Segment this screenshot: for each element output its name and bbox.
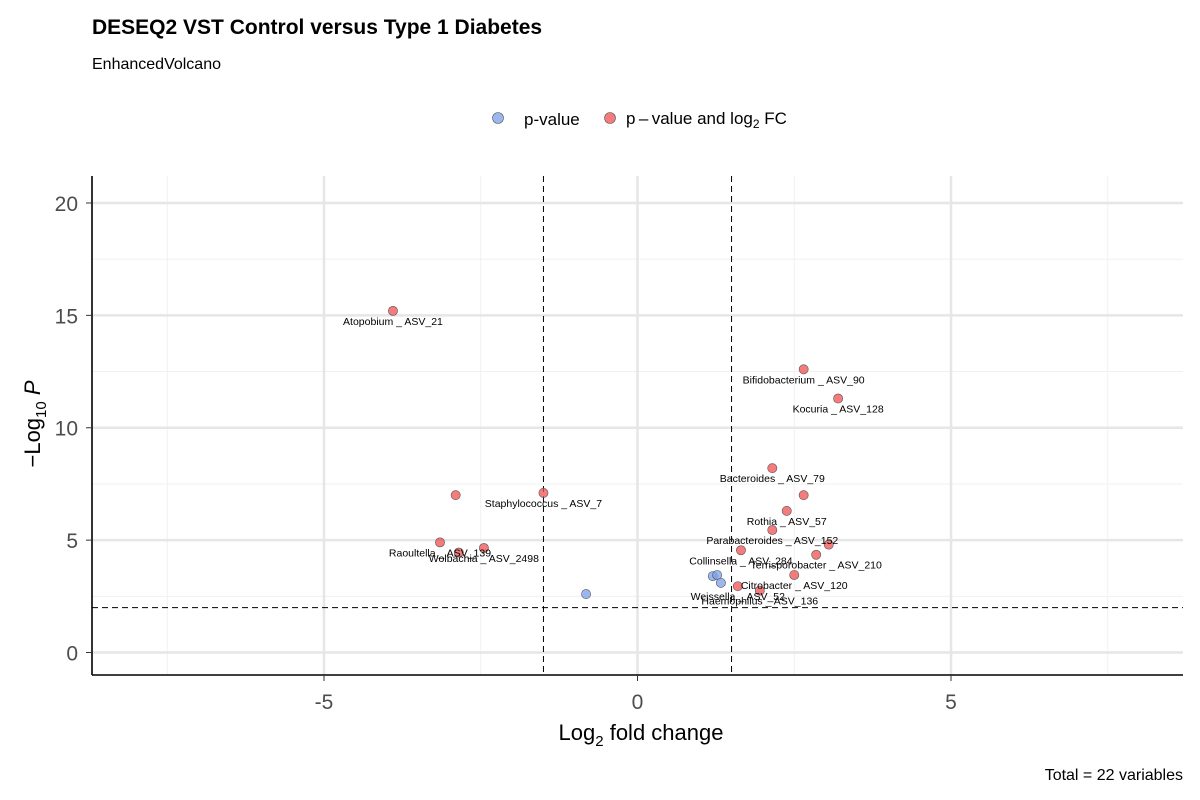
data-point [453,547,464,558]
data-point [388,305,398,316]
x-tick-label: 5 [945,691,957,714]
point-label-citrobacter-asv-120: Citrobacter _ ASV_120 [741,580,848,592]
y-tick-label: 0 [66,643,78,666]
point-label-weissella-asv-52: Weissella _ ASV_52 [691,591,786,603]
x-axis-ticks: -5 0 5 [315,675,957,714]
legend: p-value p – value and log2 FC [492,109,787,131]
point-label-atopobium-asv-21: Atopobium _ ASV_21 [343,316,443,328]
data-point [712,570,723,580]
data-point [450,490,461,501]
point-label-haemophilus-asv-136: Haemophilus _ ASV_136 [701,596,818,608]
data-point [715,577,726,588]
point-label-staphylococcus-asv-7: Staphylococcus _ ASV_7 [485,498,602,510]
y-axis-ticks: 0 5 10 15 20 [55,193,92,666]
data-point [732,581,743,592]
point-label-terrisporobacter-asv-210: Terrisporobacter _ ASV_210 [751,560,882,572]
legend-label-p-value: p-value [524,110,580,129]
data-point [789,570,800,580]
x-axis-title: Log2 fold change [559,720,724,750]
point-label-collinsella-asv-284: Collinsella _ ASV_284 [689,555,792,567]
point-labels: Atopobium _ ASV_21 Staphylococcus _ ASV_7… [343,316,884,608]
y-tick-label: 15 [55,305,78,328]
data-point [767,525,778,535]
y-tick-label: 20 [55,193,78,216]
data-point [736,545,746,556]
y-tick-label: 5 [66,530,78,553]
legend-swatch-p-value-and-log2fc [604,112,616,124]
data-point [798,364,809,375]
point-label-wolbachia-asv-2498: Wolbachia _ ASV_2498 [429,553,539,565]
chart-title: DESEQ2 VST Control versus Type 1 Diabete… [92,16,542,39]
point-label-kocuria-asv-128: Kocuria _ ASV_128 [793,404,884,416]
data-point [581,589,591,599]
data-point [798,490,809,501]
data-point [833,393,844,404]
data-point [823,539,834,550]
point-label-parabacteroides-asv-152: Parabacteroides _ ASV_152 [706,535,838,547]
data-point [781,506,792,516]
chart-subtitle: EnhancedVolcano [92,56,221,73]
legend-label-p-value-and-log2fc: p – value and log2 FC [626,109,787,131]
x-tick-label: 0 [632,691,644,714]
legend-swatch-p-value [492,112,504,124]
x-tick-label: -5 [315,691,334,714]
data-point [538,488,549,498]
data-point [478,543,489,553]
y-axis-title: −Log10 P [20,380,50,467]
data-point [435,537,445,548]
threshold-lines [92,176,1183,675]
data-points [388,305,844,599]
data-point [767,463,778,474]
caption-total-variables: Total = 22 variables [1045,767,1183,784]
data-point [811,549,822,560]
point-label-raoultella-asv-139: Raoultella _ ASV_139 [389,547,491,559]
point-label-bifidobacterium-asv-90: Bifidobacterium _ ASV_90 [743,374,865,386]
grid [92,176,1183,675]
y-tick-label: 10 [55,418,78,441]
point-label-bacteroides-asv-79: Bacteroides _ ASV_79 [720,473,825,485]
data-point [754,585,765,596]
point-label-rothia-asv-57: Rothia _ ASV_57 [747,516,827,528]
